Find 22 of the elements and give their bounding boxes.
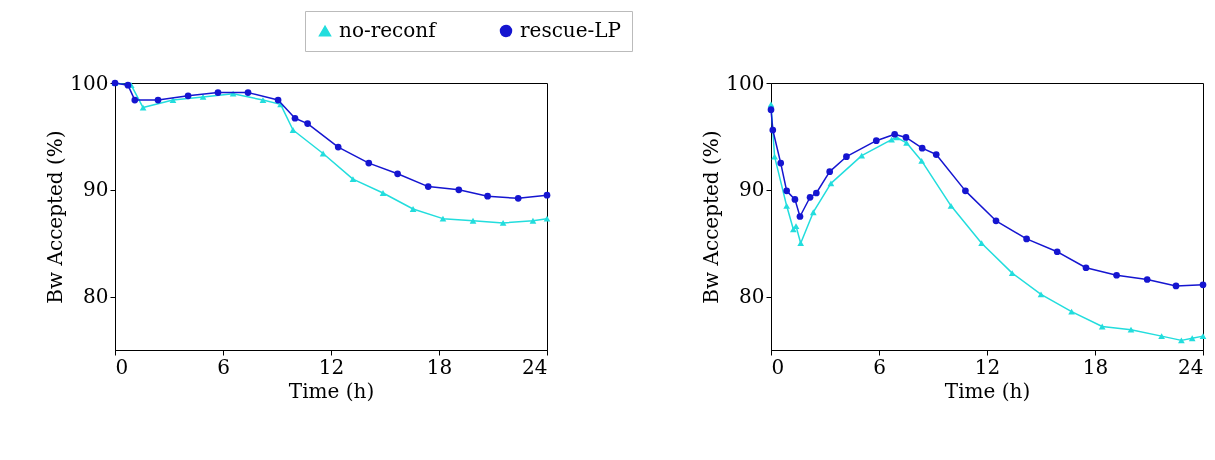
y-tick-label: 90	[739, 177, 765, 202]
x-tick-label: 6	[217, 354, 230, 379]
x-tick-label: 12	[974, 354, 1001, 379]
x-tick-label: 6	[873, 354, 886, 379]
y-tick-label: 80	[83, 284, 109, 309]
x-tick-label: 24	[1178, 354, 1204, 379]
y-tick-label: 100	[726, 70, 765, 95]
x-tick-label: 24	[522, 354, 548, 379]
x-tick-label: 18	[426, 354, 453, 379]
y-tick-label: 100	[70, 70, 109, 95]
y-axis-title: Bw Accepted (%)	[699, 130, 724, 304]
x-axis-title: Time (h)	[944, 378, 1031, 403]
x-tick-label: 0	[115, 354, 129, 379]
legend-label: no-reconf	[339, 18, 438, 42]
y-axis-title: Bw Accepted (%)	[43, 130, 68, 304]
y-tick-label: 90	[83, 177, 109, 202]
x-tick-label: 0	[771, 354, 785, 379]
y-tick-label: 80	[739, 284, 765, 309]
legend-label: rescue-LP	[520, 18, 622, 42]
x-tick-label: 12	[318, 354, 345, 379]
x-tick-label: 18	[1082, 354, 1109, 379]
x-axis-title: Time (h)	[288, 378, 375, 403]
